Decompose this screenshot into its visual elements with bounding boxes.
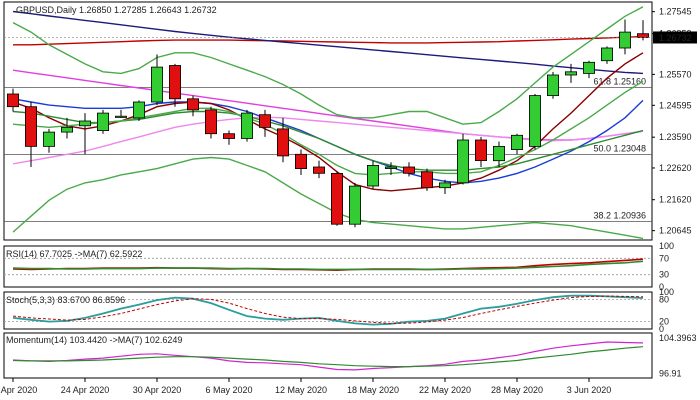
main-price-panel: 1.275451.268531.255701.245951.235901.226… [3,1,697,241]
stoch-tick-label: 100 [659,287,674,297]
candle-body [529,95,542,147]
candle-body [330,172,343,225]
momentum-tick-label: 104.3963 [659,333,697,343]
momentum-tick-label: 96.91 [659,369,682,379]
candle-body [7,93,19,108]
main-frame [3,1,653,241]
rsi-tick-label: 70 [659,253,669,263]
candle-body [222,133,235,139]
stoch-signal-line [12,295,644,324]
candle-body [474,139,487,162]
fibonacci-level-label: 50.0 1.23048 [593,143,646,153]
momentum-panel: 104.3963 96.91 [3,332,697,379]
y-tick-label: 1.21620 [659,195,692,205]
candle-body [601,47,614,62]
main-title: GBPUSD,Daily 1.26850 1.27285 1.26643 1.2… [16,5,217,15]
rsi-tick-label: 0 [659,282,664,292]
x-tick-label: 18 May 2020 [347,385,399,395]
candle-body [619,31,632,49]
momentum-series-line [12,341,644,371]
y-tick-label: 1.27545 [659,7,692,17]
candle-body [583,61,596,74]
candle-body [456,139,469,184]
x-tick-label: 20 Apr 2020 [0,385,37,395]
candle-body [492,145,505,162]
x-tick-label: 30 Apr 2020 [133,385,182,395]
candle-body [258,114,271,128]
candle-body [366,164,379,187]
candle-body [402,166,415,174]
rsi-tick-label: 100 [659,241,674,251]
stoch-tick-label: 80 [659,294,669,304]
current-price-label: 1.26732 [659,33,692,43]
rsi-tick-label: 30 [659,270,669,280]
fibonacci-level-label: 61.8 1.25160 [593,76,646,86]
stoch-tick-label: 20 [659,317,669,327]
candle-body [204,109,217,135]
stoch-main-line [12,294,644,326]
candle-body [43,131,56,147]
candle-body [276,128,289,157]
candle-body [24,106,37,147]
stoch-tick-label: 0 [659,324,664,334]
y-tick-label: 1.23590 [659,132,692,142]
candle-body [637,33,650,38]
x-tick-label: 12 May 2020 [275,385,327,395]
candle-body [150,66,163,103]
candle-body [294,153,307,170]
indicator-line [12,80,644,176]
y-tick-label: 1.22620 [659,163,692,173]
fibonacci-level-label: 38.2 1.20936 [593,210,646,220]
x-axis: 20 Apr 2020 24 Apr 2020 30 Apr 2020 6 May 2… [0,378,611,395]
indicator-line [13,35,644,46]
candle-body [132,101,145,119]
candle-body [348,185,361,225]
candle-body [61,126,74,133]
candle-body [565,71,578,76]
candle-body [240,112,253,139]
candle-body [115,115,128,118]
momentum-title: Momentum(14) 103.4420 ->MA(7) 102.6249 [6,335,182,345]
indicator-line [12,10,644,75]
candle-body [384,166,397,170]
indicator-line [12,156,644,240]
candle-body [186,98,199,111]
y-tick-label: 1.20645 [659,226,692,236]
x-tick-label: 22 May 2020 [419,385,471,395]
x-tick-label: 3 Jun 2020 [567,385,612,395]
candle-body [510,134,523,151]
candle-body [79,120,92,127]
stoch-frame [3,291,653,330]
candle-body [312,166,325,174]
x-tick-label: 6 May 2020 [205,385,252,395]
rsi-series-line [12,260,644,271]
rsi-panel: 100 70 30 0 [3,241,674,292]
candle-body [438,182,451,189]
y-tick-label: 1.24595 [659,100,692,110]
x-tick-label: 24 Apr 2020 [61,385,110,395]
candle-body [547,74,560,97]
stoch-title: Stoch(5,3,3) 83.6700 86.8596 [6,295,125,305]
x-tick-label: 28 May 2020 [491,385,543,395]
current-price-box [653,31,697,44]
indicator-line [12,6,644,125]
momentum-frame [3,332,653,379]
candle-body [420,171,433,189]
candle-body [168,65,181,100]
momentum-series-line [12,346,644,368]
y-tick-label: 1.25570 [659,69,692,79]
rsi-frame [3,245,653,288]
candle-body [97,112,110,131]
rsi-title: RSI(14) 67.7025 ->MA(7) 62.5922 [6,249,142,259]
